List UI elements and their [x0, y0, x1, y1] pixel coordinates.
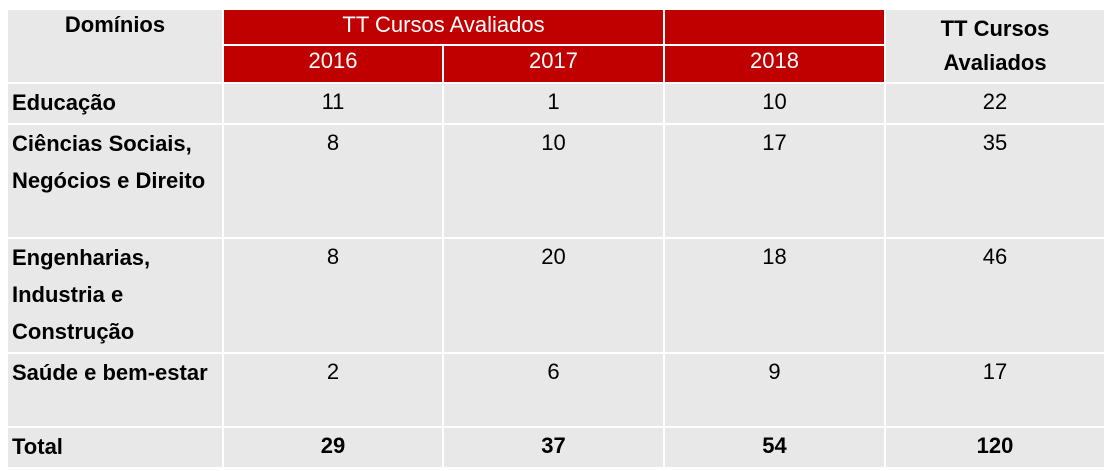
cell: 29: [222, 426, 444, 469]
cell: 10: [663, 82, 887, 125]
cell: 18: [663, 237, 887, 354]
row-label: Engenharias, Industria e Construção: [6, 237, 224, 354]
row-label: Educação: [6, 82, 224, 125]
table-row: Ciências Sociais, Negócios e Direito 8 10 1…: [6, 123, 1107, 239]
header-year: 2017: [441, 44, 666, 84]
row-label: Total: [6, 426, 224, 469]
cell: 20: [441, 237, 666, 354]
table-row: Saúde e bem-estar 2 6 9 17: [6, 352, 1107, 428]
cell: 37: [441, 426, 666, 469]
header-empty: [663, 7, 887, 47]
cell: 46: [884, 237, 1107, 354]
row-label: Saúde e bem-estar: [6, 352, 224, 428]
table-row: Educação 11 1 10 22: [6, 82, 1107, 125]
cell: 8: [222, 237, 444, 354]
cell: 11: [222, 82, 444, 125]
cell: 10: [441, 123, 666, 239]
cell: 17: [884, 352, 1107, 428]
cell: 120: [884, 426, 1107, 469]
header-year: 2018: [663, 44, 887, 84]
cell: 1: [441, 82, 666, 125]
table-row: Total 29 37 54 120: [6, 426, 1107, 469]
table-body: Educação 11 1 10 22 Ciências Sociais, Negócio…: [6, 82, 1107, 469]
cell: 22: [884, 82, 1107, 125]
header-total: TT Cursos Avaliados: [884, 8, 1107, 84]
cell: 9: [663, 352, 887, 428]
data-table: Domínios TT Cursos Avaliados TT Cursos A…: [6, 7, 1107, 469]
cell: 6: [441, 352, 666, 428]
row-label: Ciências Sociais, Negócios e Direito: [6, 123, 224, 239]
header-domain: Domínios: [6, 8, 224, 84]
cell: 17: [663, 123, 887, 239]
cell: 2: [222, 352, 444, 428]
cell: 8: [222, 123, 444, 239]
cell: 54: [663, 426, 887, 469]
cell: 35: [884, 123, 1107, 239]
table-row: Engenharias, Industria e Construção 8 20 18…: [6, 237, 1107, 354]
header-year: 2016: [222, 44, 444, 84]
header-group: TT Cursos Avaliados: [221, 7, 666, 47]
